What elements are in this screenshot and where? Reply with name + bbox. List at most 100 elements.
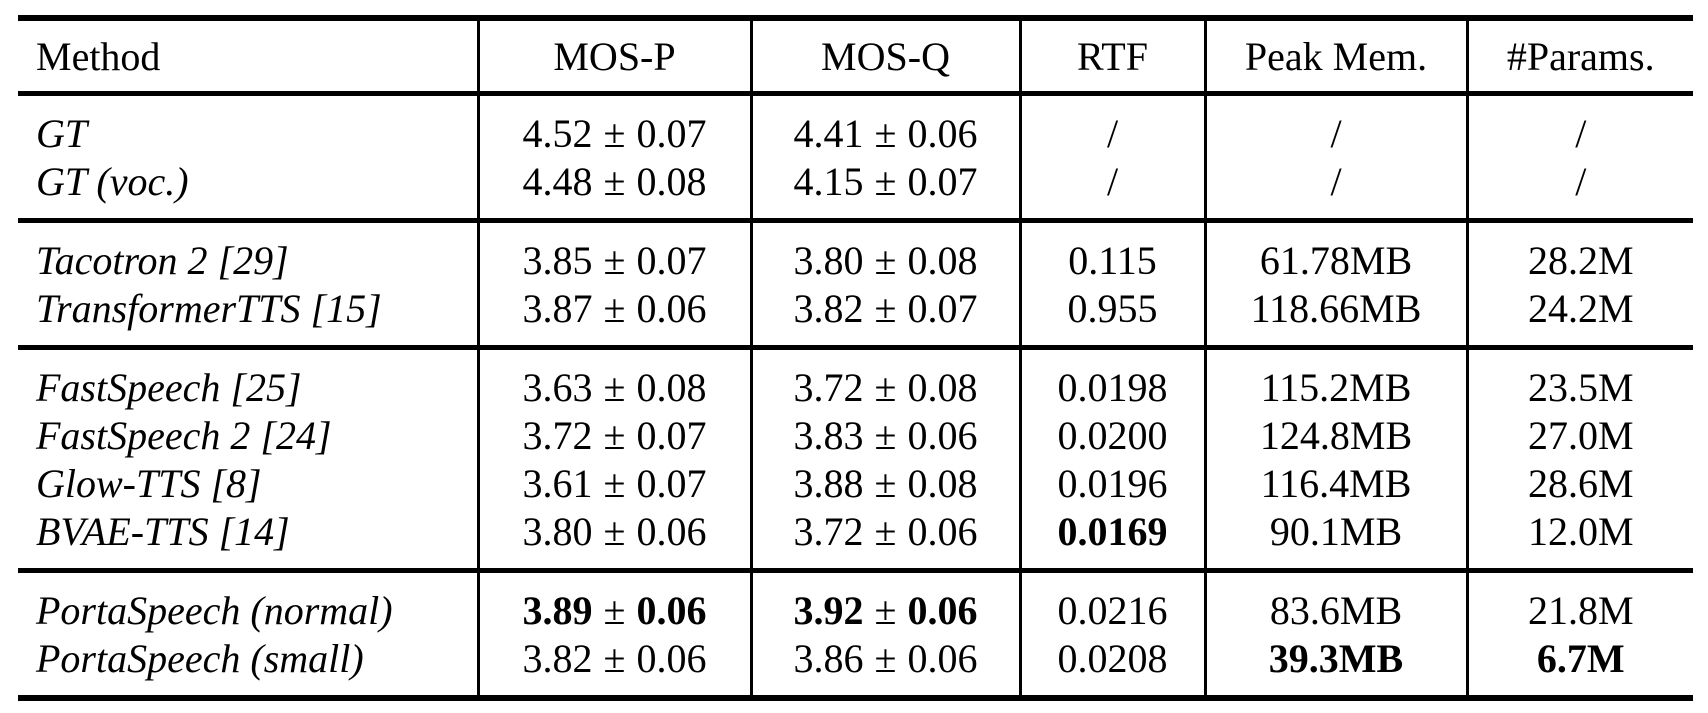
method-cell: PortaSpeech (small) xyxy=(36,635,364,681)
params-cell: 27.0M xyxy=(1465,411,1693,459)
mosp-cell: 3.89 ±0.06 xyxy=(476,570,751,634)
mean-value: 3.85 xyxy=(522,237,593,283)
std-value: 0.07 xyxy=(636,412,707,458)
mosp-cell: 3.80 ±0.06 xyxy=(476,507,751,571)
rtf-cell: 0.0169 xyxy=(1018,507,1205,571)
rtf-cell: 0.0216 xyxy=(1018,570,1205,634)
mosp-cell: 4.48 ±0.08 xyxy=(476,157,751,221)
rtf-cell: 0.0208 xyxy=(1018,634,1205,698)
std-value: 0.08 xyxy=(907,237,978,283)
mean-value: 4.41 xyxy=(793,110,864,156)
std-value: 0.08 xyxy=(907,460,978,506)
rtf-cell: 0.0200 xyxy=(1018,411,1205,459)
params-cell: 24.2M xyxy=(1465,284,1693,348)
method-cell: GT (voc.) xyxy=(36,158,189,204)
plus-minus-symbol: ± xyxy=(874,237,897,283)
mem-cell: 124.8MB xyxy=(1203,411,1467,459)
params-cell: 28.6M xyxy=(1465,459,1693,507)
mosp-cell: 4.52 ±0.07 xyxy=(476,93,751,157)
plus-minus-symbol: ± xyxy=(603,412,626,458)
std-value: 0.06 xyxy=(636,635,707,681)
rtf-cell: 0.955 xyxy=(1018,284,1205,348)
mosp-cell: 3.87 ±0.06 xyxy=(476,284,751,348)
plus-minus-symbol: ± xyxy=(874,635,897,681)
plus-minus-symbol: ± xyxy=(874,285,897,331)
plus-minus-symbol: ± xyxy=(603,635,626,681)
mosq-cell: 3.88 ±0.08 xyxy=(749,459,1020,507)
std-value: 0.07 xyxy=(636,237,707,283)
mosp-cell: 3.61 ±0.07 xyxy=(476,459,751,507)
mem-cell: 61.78MB xyxy=(1203,220,1467,284)
col-header-method: Method xyxy=(36,33,161,79)
mosp-cell: 3.82 ±0.06 xyxy=(476,634,751,698)
mean-value: 3.82 xyxy=(793,285,864,331)
mem-cell: / xyxy=(1203,157,1467,221)
mean-value: 3.72 xyxy=(793,364,864,410)
std-value: 0.07 xyxy=(636,460,707,506)
mean-value: 3.88 xyxy=(793,460,864,506)
mean-value: 3.72 xyxy=(522,412,593,458)
plus-minus-symbol: ± xyxy=(603,285,626,331)
table-header: Method MOS-P MOS-Q RTF Peak Mem. #Params… xyxy=(18,18,1693,94)
mem-cell: 39.3MB xyxy=(1203,634,1467,698)
params-cell: 12.0M xyxy=(1465,507,1693,571)
plus-minus-symbol: ± xyxy=(603,158,626,204)
std-value: 0.06 xyxy=(636,285,707,331)
rtf-cell: / xyxy=(1018,93,1205,157)
plus-minus-symbol: ± xyxy=(874,364,897,410)
std-value: 0.06 xyxy=(907,635,978,681)
std-value: 0.08 xyxy=(636,364,707,410)
col-header-mos-p: MOS-P xyxy=(476,18,751,94)
row-group-1: Tacotron 2 [29] 3.85 ±0.07 3.80 ±0.08 0.115 61… xyxy=(18,220,1693,348)
mean-value: 3.87 xyxy=(522,285,593,331)
mem-cell: 118.66MB xyxy=(1203,284,1467,348)
mosq-cell: 3.92 ±0.06 xyxy=(749,570,1020,634)
header-row: Method MOS-P MOS-Q RTF Peak Mem. #Params… xyxy=(18,18,1693,94)
mean-value: 3.92 xyxy=(793,587,864,633)
col-header-params: #Params. xyxy=(1465,18,1693,94)
mean-value: 4.52 xyxy=(522,110,593,156)
mosq-cell: 3.80 ±0.08 xyxy=(749,220,1020,284)
method-cell: BVAE-TTS [14] xyxy=(36,508,290,554)
rtf-cell: 0.0196 xyxy=(1018,459,1205,507)
mean-value: 3.86 xyxy=(793,635,864,681)
plus-minus-symbol: ± xyxy=(874,110,897,156)
mean-value: 3.83 xyxy=(793,412,864,458)
mean-value: 3.89 xyxy=(522,587,593,633)
table-row: Glow-TTS [8] 3.61 ±0.07 3.88 ±0.08 0.0196 116.… xyxy=(18,459,1693,507)
row-group-3: PortaSpeech (normal) 3.89 ±0.06 3.92 ±0.06 0.… xyxy=(18,570,1693,698)
plus-minus-symbol: ± xyxy=(603,110,626,156)
std-value: 0.06 xyxy=(907,587,978,633)
results-table: Method MOS-P MOS-Q RTF Peak Mem. #Params… xyxy=(18,15,1693,701)
mosq-cell: 3.83 ±0.06 xyxy=(749,411,1020,459)
mean-value: 3.61 xyxy=(522,460,593,506)
table-row: FastSpeech 2 [24] 3.72 ±0.07 3.83 ±0.06 0.020… xyxy=(18,411,1693,459)
mem-cell: / xyxy=(1203,93,1467,157)
params-cell: 21.8M xyxy=(1465,570,1693,634)
method-cell: Glow-TTS [8] xyxy=(36,460,262,506)
row-group-2: FastSpeech [25] 3.63 ±0.08 3.72 ±0.08 0.0198 1… xyxy=(18,347,1693,571)
mosq-cell: 4.41 ±0.06 xyxy=(749,93,1020,157)
mean-value: 3.72 xyxy=(793,508,864,554)
col-header-peak-mem: Peak Mem. xyxy=(1203,18,1467,94)
std-value: 0.06 xyxy=(907,110,978,156)
plus-minus-symbol: ± xyxy=(603,587,626,633)
method-cell: Tacotron 2 [29] xyxy=(36,237,289,283)
mean-value: 3.80 xyxy=(522,508,593,554)
std-value: 0.07 xyxy=(907,285,978,331)
std-value: 0.07 xyxy=(907,158,978,204)
rtf-cell: / xyxy=(1018,157,1205,221)
params-cell: 23.5M xyxy=(1465,347,1693,411)
plus-minus-symbol: ± xyxy=(874,412,897,458)
std-value: 0.06 xyxy=(636,508,707,554)
mem-cell: 116.4MB xyxy=(1203,459,1467,507)
params-cell: / xyxy=(1465,93,1693,157)
method-cell: TransformerTTS [15] xyxy=(36,285,382,331)
std-value: 0.08 xyxy=(636,158,707,204)
std-value: 0.06 xyxy=(907,412,978,458)
mean-value: 4.15 xyxy=(793,158,864,204)
std-value: 0.06 xyxy=(907,508,978,554)
mem-cell: 90.1MB xyxy=(1203,507,1467,571)
col-header-rtf: RTF xyxy=(1018,18,1205,94)
